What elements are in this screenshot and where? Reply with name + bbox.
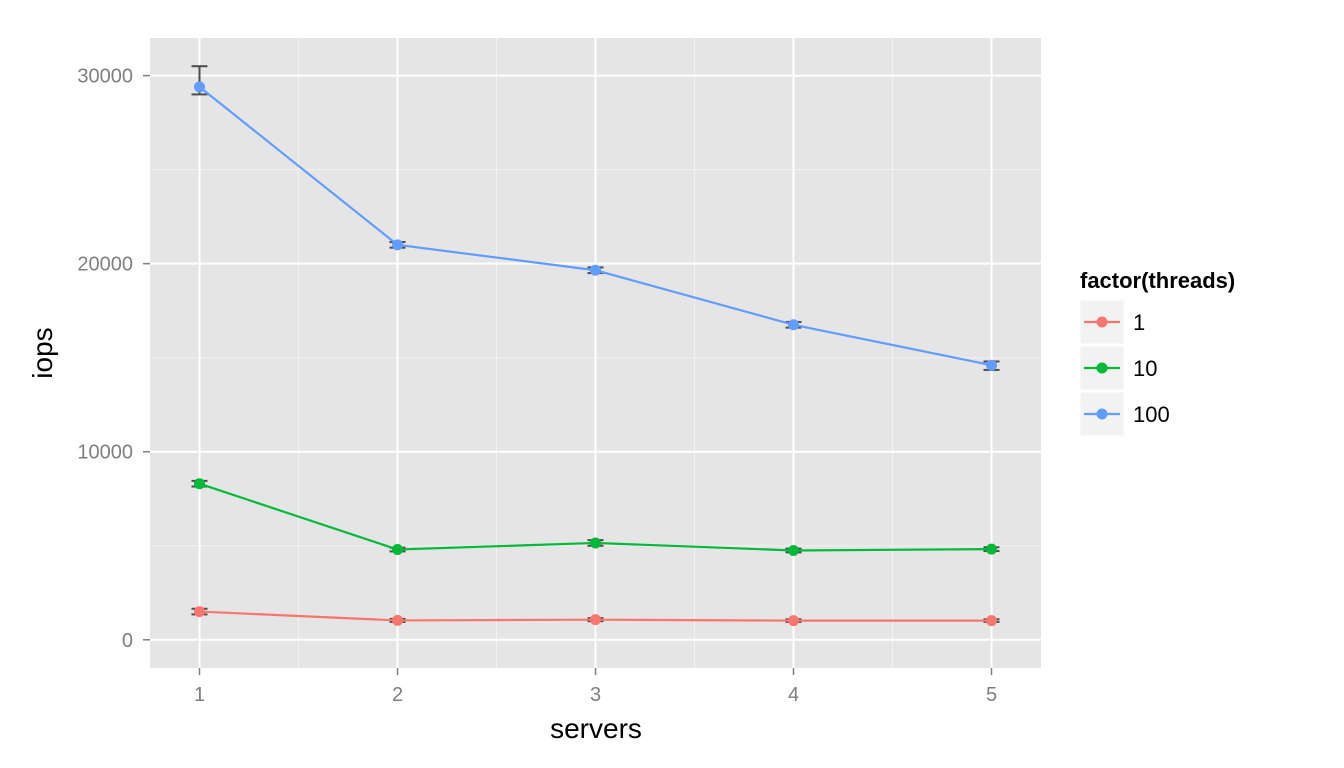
legend-entry-100: 100: [1079, 391, 1170, 437]
x-tick-label: 2: [392, 684, 403, 706]
legend-entry-10: 10: [1079, 345, 1157, 391]
legend-title: factor(threads): [1080, 268, 1235, 293]
x-tick-label: 3: [590, 684, 601, 706]
series-10-point: [788, 544, 799, 556]
y-tick-label: 0: [122, 630, 133, 652]
legend-key-point: [1096, 362, 1108, 374]
series-1-point: [194, 606, 205, 618]
y-tick-label: 20000: [77, 254, 133, 276]
series-10-point: [392, 544, 403, 556]
legend-label: 10: [1133, 356, 1157, 381]
legend-key-point: [1096, 316, 1108, 328]
series-1-point: [392, 614, 403, 626]
series-10-point: [194, 478, 205, 490]
y-tick-label: 30000: [77, 66, 133, 88]
series-10-point: [590, 537, 601, 549]
legend: factor(threads) 1 10 100: [1079, 268, 1235, 437]
series-100-point: [590, 264, 601, 276]
x-axis-title: servers: [550, 713, 642, 744]
series-1-point: [590, 614, 601, 626]
axis-ticks: [143, 74, 993, 675]
legend-key-point: [1096, 408, 1108, 420]
series-100-point: [392, 239, 403, 251]
x-tick-label: 1: [194, 684, 205, 706]
y-tick-label: 10000: [77, 442, 133, 464]
axis-tick-labels: 1 2 3 4 5 0 10000 20000 30000: [77, 66, 997, 706]
series-100-point: [986, 359, 997, 371]
series-100-point: [788, 319, 799, 331]
x-tick-label: 4: [788, 684, 799, 706]
legend-entry-1: 1: [1079, 299, 1145, 345]
series-1-point: [986, 615, 997, 627]
series-100-point: [194, 81, 205, 93]
y-axis-title: iops: [27, 327, 58, 378]
legend-label: 100: [1133, 402, 1170, 427]
legend-label: 1: [1133, 310, 1145, 335]
series-10-point: [986, 543, 997, 555]
legend-entries: 1 10 100: [1079, 299, 1170, 437]
series-1-point: [788, 615, 799, 627]
x-tick-label: 5: [986, 684, 997, 706]
series-points: [194, 81, 997, 627]
major-gridlines: [150, 38, 1041, 668]
